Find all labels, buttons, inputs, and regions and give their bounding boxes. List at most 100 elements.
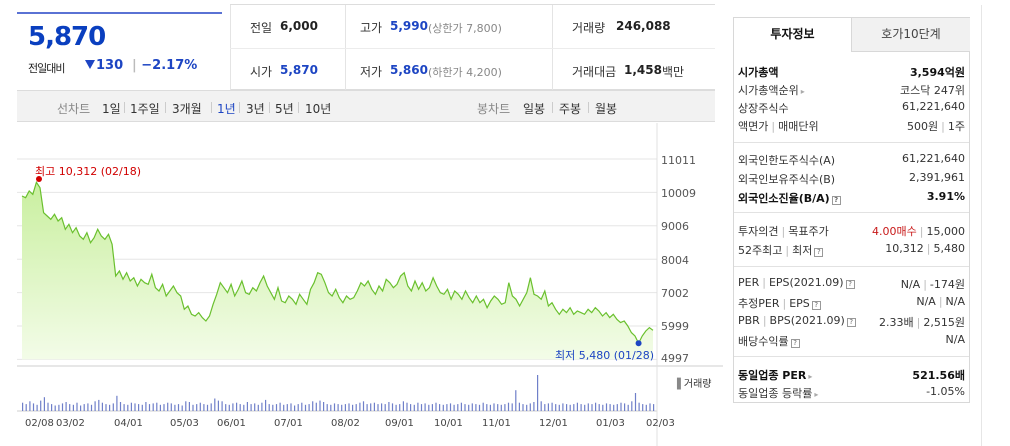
volume-bar	[562, 403, 564, 411]
x-tick: 02/03	[646, 418, 675, 429]
period-1y[interactable]: 1년	[217, 102, 236, 116]
prev-close-value: 6,000	[280, 19, 318, 33]
period-5y[interactable]: 5년	[275, 102, 294, 116]
tab-investment-info[interactable]: 투자정보	[734, 18, 852, 52]
volume-bar	[145, 402, 147, 411]
volume-bar	[417, 402, 419, 411]
x-tick: 12/01	[539, 418, 568, 429]
high-label: 고가	[360, 21, 383, 35]
volume-bar	[413, 404, 415, 411]
volume-bar	[83, 404, 85, 411]
down-triangle-icon	[85, 60, 95, 69]
help-icon[interactable]: ?	[790, 339, 800, 348]
period-1w[interactable]: 1주일	[130, 102, 160, 116]
volume-bar	[642, 404, 644, 411]
price-chart[interactable]: 11011 10009 9006 8004 7002 5999 4997 최고 …	[17, 123, 723, 446]
foreign-ratio-label: 외국인소진율(B/A)?	[738, 190, 841, 206]
period-3m[interactable]: 3개월	[172, 102, 202, 116]
period-1d[interactable]: 1일	[102, 102, 121, 116]
volume-bar	[87, 403, 89, 411]
period-10y[interactable]: 10년	[305, 102, 332, 116]
volume-bar	[649, 403, 651, 411]
volume-bar	[290, 403, 292, 411]
x-tick: 06/01	[217, 418, 246, 429]
volume-bar	[206, 404, 209, 411]
volume-bar	[109, 404, 111, 411]
volume-bar	[319, 400, 321, 411]
volume-axis-label: ▐ 거래량	[673, 379, 712, 390]
volume-bar	[410, 404, 412, 411]
shares-value: 61,221,640	[902, 100, 965, 113]
volume-bar	[573, 404, 575, 411]
low-value: 5,860	[390, 63, 428, 77]
volume-bar	[134, 403, 136, 411]
volume-bar	[475, 404, 477, 411]
volume-bar	[279, 402, 281, 411]
volume-bar	[308, 404, 310, 411]
x-tick: 10/01	[434, 418, 463, 429]
volume-bar	[239, 404, 241, 411]
volume-bar	[584, 404, 586, 411]
volume-bar	[595, 402, 597, 411]
par-unit-label: 액면가 | 매매단위	[738, 120, 819, 133]
low-annotation: 최저 5,480 (01/28)	[555, 349, 655, 362]
volume-bar	[98, 399, 100, 411]
candle-daily[interactable]: 일봉	[523, 102, 546, 116]
high-point-marker	[36, 176, 42, 182]
volume-bar	[402, 401, 404, 411]
week52-label: 52주최고 | 최저?	[738, 242, 824, 258]
volume-bar	[29, 401, 31, 411]
help-icon[interactable]: ?	[831, 196, 841, 205]
price-line	[21, 180, 654, 345]
volume-bar	[464, 404, 466, 411]
volume-bar	[468, 404, 470, 411]
volume-bar	[203, 404, 205, 411]
volume-bar	[518, 402, 520, 411]
volume-bar	[141, 404, 143, 411]
volume-bar	[217, 400, 219, 411]
foreign-hold-label: 외국인보유주식수(B)	[738, 173, 836, 186]
period-3y[interactable]: 3년	[246, 102, 265, 116]
volume-bar	[446, 404, 448, 411]
x-tick: 09/01	[385, 418, 414, 429]
volume-bar	[130, 402, 132, 411]
volume-bar	[497, 404, 499, 411]
price-summary: 5,870 전일대비 130 | −2.17%	[17, 12, 222, 92]
volume-bar	[515, 390, 517, 411]
help-icon[interactable]: ?	[814, 248, 824, 257]
volume-bar	[228, 404, 230, 411]
high-annotation: 최고 10,312 (02/18)	[35, 165, 142, 178]
volume-bar	[315, 402, 317, 411]
volume-bar	[246, 402, 248, 411]
help-icon[interactable]: ?	[846, 318, 856, 327]
tab-order-book[interactable]: 호가10단계	[852, 18, 970, 52]
volume-bar	[225, 404, 227, 411]
change-value: 130	[85, 58, 123, 73]
candle-weekly[interactable]: 주봉	[559, 102, 582, 116]
volume-label: 거래량	[572, 21, 606, 35]
volume-bar	[566, 404, 568, 411]
volume-bar	[177, 404, 180, 411]
volume-bar	[431, 404, 433, 411]
market-cap-rank-label[interactable]: 시가총액순위 ▸	[738, 84, 805, 97]
lower-limit: (하한가 4,200)	[428, 66, 502, 79]
volume-bar	[580, 404, 582, 411]
candle-monthly[interactable]: 월봉	[595, 102, 618, 116]
volume-bar	[616, 404, 618, 411]
volume-bar	[268, 404, 270, 411]
help-icon[interactable]: ?	[845, 280, 855, 289]
volume-bar	[326, 404, 328, 411]
pbr-bps-value: 2.33배 | 2,515원	[879, 316, 965, 329]
volume-bar	[112, 403, 114, 411]
volume-bar	[486, 404, 488, 411]
volume-bar	[613, 404, 615, 411]
y-tick: 4997	[661, 352, 689, 365]
par-unit-value: 500원 | 1주	[907, 120, 965, 133]
pbr-bps-label: PBR | BPS(2021.09)?	[738, 314, 856, 327]
x-tick: 05/03	[170, 418, 199, 429]
panel-border	[981, 5, 982, 446]
help-icon[interactable]: ?	[811, 301, 821, 310]
volume-bar	[420, 404, 423, 411]
volume-bar	[359, 402, 361, 411]
chevron-right-icon: ▸	[808, 372, 813, 381]
